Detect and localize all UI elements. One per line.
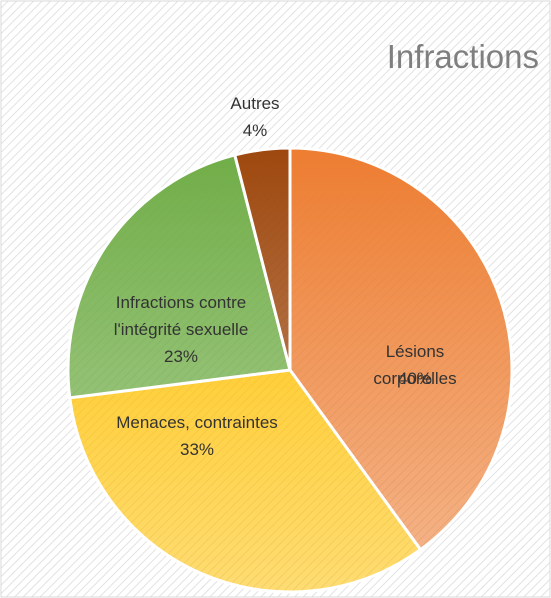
slice-value-label: 33% [179,440,215,459]
slice-label: Infractions contre l'intégrité sexuelle [113,293,249,339]
pie-slice [232,146,292,371]
pie-slice [68,368,423,594]
chart-title: Infractions [386,38,539,75]
slice-value-label: 4% [242,121,268,140]
slice-label: Menaces, contraintes [116,413,278,432]
pie-slice [288,146,514,552]
slice-value-label: 40% [397,369,433,388]
slice-label: Autres [230,94,280,113]
slice-label: Lésions corporelles [373,342,457,388]
slice-value-label: 23% [163,347,199,366]
pie-slice [66,153,292,400]
